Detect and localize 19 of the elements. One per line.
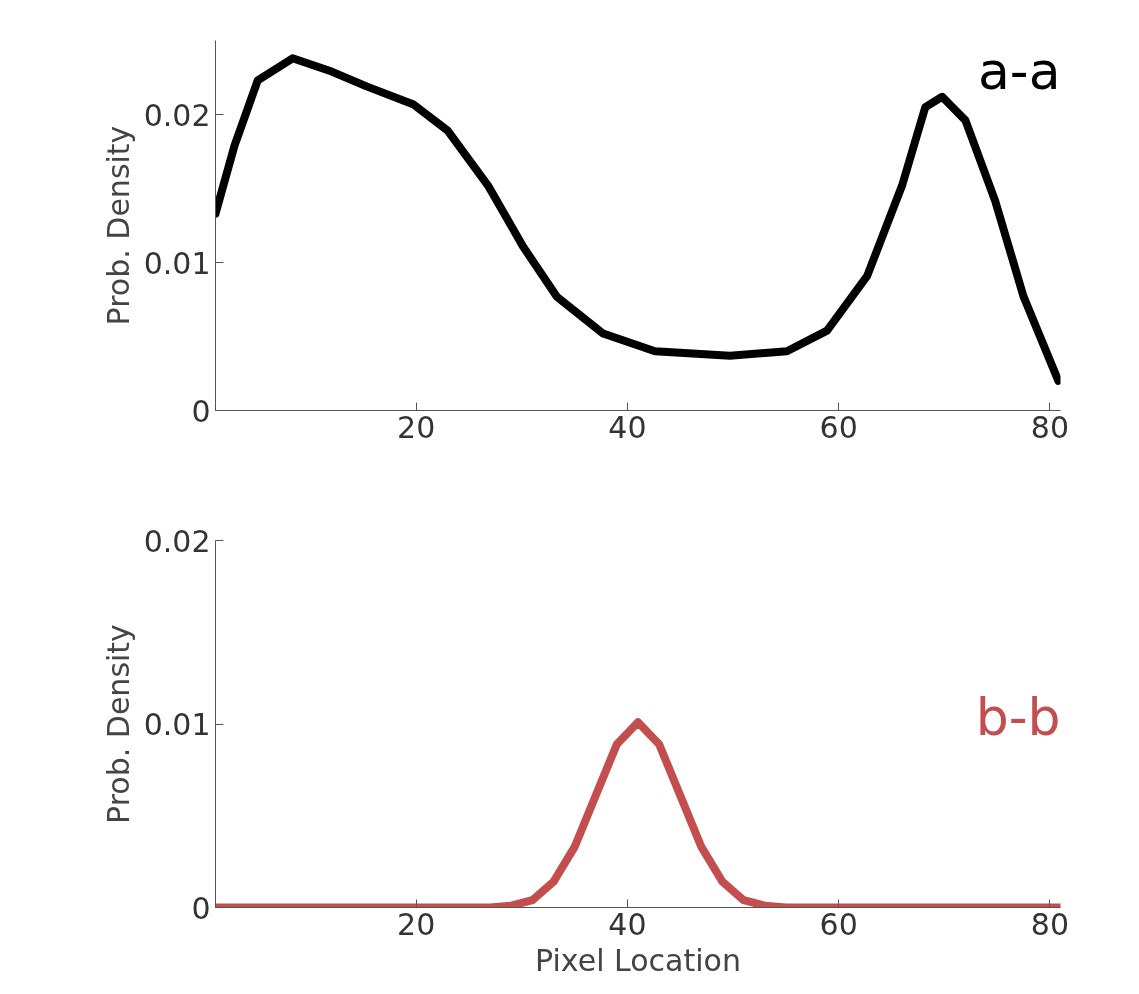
y-axis-title: Prob. Density — [100, 624, 136, 824]
x-tick-label: 20 — [397, 906, 436, 942]
y-tick-label: 0.01 — [143, 245, 211, 281]
x-tick-label: 20 — [397, 409, 436, 445]
y-axis-title: Prob. Density — [100, 125, 136, 326]
x-tick-label: 80 — [1030, 906, 1070, 942]
y-tick-label: 0 — [191, 393, 211, 429]
annotation: a-a — [978, 40, 1061, 101]
y-tick-label: 0 — [191, 890, 211, 926]
x-tick-label: 80 — [1030, 409, 1070, 445]
x-tick-label: 40 — [608, 409, 647, 445]
y-tick-label: 0.01 — [143, 707, 211, 742]
y-tick-label: 0.02 — [143, 97, 211, 133]
x-tick-label: 60 — [819, 906, 858, 942]
x-tick-label: 60 — [819, 409, 858, 445]
annotation: b-b — [975, 687, 1061, 748]
y-tick-label: 0.02 — [143, 523, 211, 559]
x-axis-title: Pixel Location — [535, 942, 741, 978]
x-tick-label: 40 — [608, 906, 647, 942]
